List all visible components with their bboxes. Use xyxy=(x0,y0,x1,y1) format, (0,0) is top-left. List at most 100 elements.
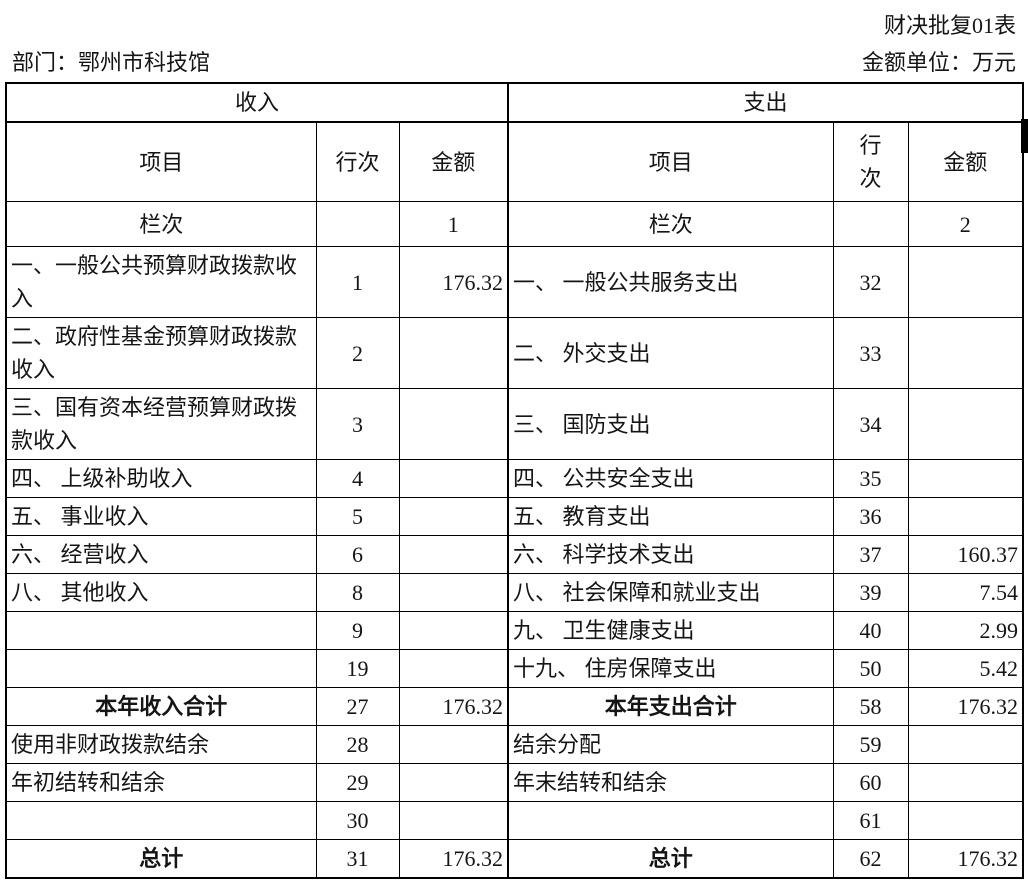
table-row: 9 九、 卫生健康支出 40 2.99 xyxy=(5,611,1024,650)
income-amount xyxy=(398,801,510,840)
column-header-row: 项目 行次 金额 项目 行 次 金额 xyxy=(5,121,1024,202)
income-item-header: 项目 xyxy=(5,121,317,202)
expense-item: 五、 教育支出 xyxy=(507,497,834,536)
income-row-no: 28 xyxy=(315,725,400,764)
expense-row-no: 50 xyxy=(832,649,909,688)
expense-item: 总计 xyxy=(507,839,834,879)
income-item: 一、一般公共预算财政拨款收入 xyxy=(5,246,317,318)
income-row-no-header: 行次 xyxy=(315,121,400,202)
income-amount xyxy=(398,535,510,574)
amount-unit-label: 金额单位：万元 xyxy=(861,50,1016,75)
expense-row-no: 61 xyxy=(832,801,909,840)
expense-item: 二、 外交支出 xyxy=(507,317,834,389)
expense-section-header: 支出 xyxy=(507,82,1024,123)
expense-amount: 2.99 xyxy=(907,611,1024,650)
empty-cell xyxy=(832,201,909,247)
expense-item: 一、 一般公共服务支出 xyxy=(507,246,834,318)
expense-row-no: 37 xyxy=(832,535,909,574)
section-header-row: 收入 支出 xyxy=(5,82,1024,123)
income-section-header: 收入 xyxy=(5,82,510,123)
income-amount xyxy=(398,459,510,498)
table-row: 二、政府性基金预算财政拨款收入 2 二、 外交支出 33 xyxy=(5,317,1024,389)
column-index-row: 栏次 1 栏次 2 xyxy=(5,201,1024,247)
expense-row-no: 60 xyxy=(832,763,909,802)
income-amount xyxy=(398,497,510,536)
table-row: 30 61 xyxy=(5,801,1024,840)
expense-item-header: 项目 xyxy=(507,121,834,202)
expense-amount xyxy=(907,388,1024,460)
expense-item: 十九、 住房保障支出 xyxy=(507,649,834,688)
table-row: 本年收入合计 27 176.32 本年支出合计 58 176.32 xyxy=(5,687,1024,726)
expense-item xyxy=(507,801,834,840)
table-row: 19 十九、 住房保障支出 50 5.42 xyxy=(5,649,1024,688)
expense-amount xyxy=(907,801,1024,840)
expense-row-no: 33 xyxy=(832,317,909,389)
table-row: 总计 31 176.32 总计 62 176.32 xyxy=(5,839,1024,879)
expense-item: 八、 社会保障和就业支出 xyxy=(507,573,834,612)
expense-amount xyxy=(907,725,1024,764)
income-amount: 176.32 xyxy=(398,687,510,726)
income-row-no: 3 xyxy=(315,388,400,460)
income-row-no: 30 xyxy=(315,801,400,840)
income-item: 年初结转和结余 xyxy=(5,763,317,802)
expense-item: 年末结转和结余 xyxy=(507,763,834,802)
expense-row-no: 39 xyxy=(832,573,909,612)
expense-amount: 5.42 xyxy=(907,649,1024,688)
income-item: 六、 经营收入 xyxy=(5,535,317,574)
income-row-no: 2 xyxy=(315,317,400,389)
table-row: 年初结转和结余 29 年末结转和结余 60 xyxy=(5,763,1024,802)
income-item: 五、 事业收入 xyxy=(5,497,317,536)
income-item: 本年收入合计 xyxy=(5,687,317,726)
income-item xyxy=(5,649,317,688)
expense-item: 六、 科学技术支出 xyxy=(507,535,834,574)
table-row: 一、一般公共预算财政拨款收入 1 176.32 一、 一般公共服务支出 32 xyxy=(5,246,1024,318)
income-item: 三、国有资本经营预算财政拨款收入 xyxy=(5,388,317,460)
scrollbar-thumb[interactable] xyxy=(1021,119,1028,153)
income-row-no: 8 xyxy=(315,573,400,612)
table-row: 五、 事业收入 5 五、 教育支出 36 xyxy=(5,497,1024,536)
income-row-no: 29 xyxy=(315,763,400,802)
income-item xyxy=(5,611,317,650)
expense-amount-header: 金额 xyxy=(907,121,1024,202)
income-amount xyxy=(398,649,510,688)
table-row: 八、 其他收入 8 八、 社会保障和就业支出 39 7.54 xyxy=(5,573,1024,612)
income-item: 八、 其他收入 xyxy=(5,573,317,612)
expense-column-label: 栏次 xyxy=(507,201,834,247)
income-row-no: 6 xyxy=(315,535,400,574)
expense-row-no: 32 xyxy=(832,246,909,318)
income-amount-header: 金额 xyxy=(398,121,510,202)
table-row: 使用非财政拨款结余 28 结余分配 59 xyxy=(5,725,1024,764)
table-row: 四、 上级补助收入 4 四、 公共安全支出 35 xyxy=(5,459,1024,498)
income-column-index: 1 xyxy=(398,201,510,247)
income-amount xyxy=(398,317,510,389)
income-row-no: 19 xyxy=(315,649,400,688)
income-row-no: 27 xyxy=(315,687,400,726)
expense-item: 三、 国防支出 xyxy=(507,388,834,460)
expense-amount: 176.32 xyxy=(907,687,1024,726)
expense-amount xyxy=(907,459,1024,498)
income-amount xyxy=(398,611,510,650)
income-row-no: 9 xyxy=(315,611,400,650)
expense-row-no: 62 xyxy=(832,839,909,879)
expense-amount: 176.32 xyxy=(907,839,1024,879)
expense-row-no: 36 xyxy=(832,497,909,536)
table-row: 六、 经营收入 6 六、 科学技术支出 37 160.37 xyxy=(5,535,1024,574)
income-amount: 176.32 xyxy=(398,246,510,318)
income-item: 使用非财政拨款结余 xyxy=(5,725,317,764)
expense-amount: 7.54 xyxy=(907,573,1024,612)
expense-row-no-header: 行 次 xyxy=(832,121,909,202)
expense-row-no: 59 xyxy=(832,725,909,764)
expense-item: 四、 公共安全支出 xyxy=(507,459,834,498)
income-row-no: 31 xyxy=(315,839,400,879)
income-amount: 176.32 xyxy=(398,839,510,879)
income-item xyxy=(5,801,317,840)
expense-row-no: 58 xyxy=(832,687,909,726)
expense-row-no: 40 xyxy=(832,611,909,650)
expense-amount xyxy=(907,497,1024,536)
income-item: 总计 xyxy=(5,839,317,879)
expense-amount: 160.37 xyxy=(907,535,1024,574)
income-item: 四、 上级补助收入 xyxy=(5,459,317,498)
expense-row-no: 35 xyxy=(832,459,909,498)
income-row-no: 4 xyxy=(315,459,400,498)
expense-item: 九、 卫生健康支出 xyxy=(507,611,834,650)
